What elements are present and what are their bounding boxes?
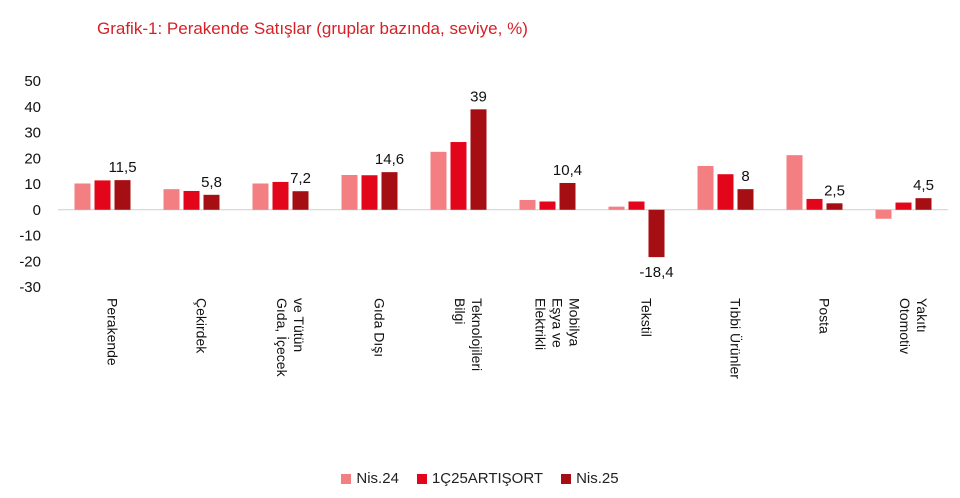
x-category-label: Elektrikli Eşya ve Mobilya <box>533 298 583 350</box>
x-category-label: Gıda Dışı <box>372 298 388 357</box>
bar <box>697 165 714 210</box>
bar <box>430 151 447 210</box>
bar <box>470 109 487 210</box>
legend-label: Nis.24 <box>356 470 399 487</box>
bar <box>203 194 220 210</box>
bar <box>559 182 576 210</box>
bar <box>875 209 892 219</box>
bar <box>806 198 823 210</box>
x-category-label-line: Gıda Dışı <box>372 298 388 357</box>
legend-swatch <box>341 473 352 484</box>
legend: Nis.24 1Ç25ARTIŞORT Nis.25 <box>0 470 960 487</box>
bar <box>786 155 803 210</box>
legend-label: 1Ç25ARTIŞORT <box>431 470 544 487</box>
data-label: 11,5 <box>108 159 136 176</box>
bar <box>539 201 556 210</box>
bar <box>74 183 91 210</box>
bar <box>94 180 111 210</box>
bar <box>450 142 467 210</box>
x-category-label-line: Eşya ve <box>550 298 566 348</box>
bar <box>628 201 645 210</box>
x-category-label: Çekirdek <box>194 298 210 354</box>
legend-label: Nis.25 <box>576 470 619 487</box>
bar <box>114 180 131 210</box>
data-label: 2,5 <box>824 182 845 199</box>
x-category-label-line: Otomotiv <box>897 298 913 354</box>
x-category-label-line: Elektrikli <box>533 298 549 350</box>
x-category-label-line: ve Tütün <box>291 298 307 352</box>
bar <box>895 202 912 210</box>
x-category-label-line: Teknolojileri <box>469 298 485 371</box>
y-tick-label: 10 <box>24 176 41 193</box>
bar <box>519 199 536 210</box>
bars <box>74 109 932 258</box>
y-tick-label: 50 <box>24 73 41 90</box>
bar <box>737 189 754 210</box>
chart-title: Grafik-1: Perakende Satışlar (gruplar ba… <box>97 19 528 38</box>
x-category-label-line: Bilgi <box>452 298 468 324</box>
x-category-label: Tıbbi Ürünler <box>728 298 745 379</box>
x-category-label-line: Mobilya <box>567 298 583 346</box>
x-category-label: Bilgi Teknolojileri <box>452 298 485 371</box>
bar <box>361 175 378 210</box>
x-category-label-line: Tıbbi Ürünler <box>728 298 745 379</box>
data-label: 10,4 <box>553 162 582 179</box>
legend-item: Nis.24 <box>341 470 399 487</box>
x-category-label: Tekstil <box>639 298 655 337</box>
bar <box>163 189 180 210</box>
bar <box>826 203 843 210</box>
bar <box>341 174 358 210</box>
x-category-label: Posta <box>817 298 833 334</box>
data-label: -18,4 <box>639 264 673 281</box>
bar <box>915 198 932 210</box>
bar <box>381 172 398 210</box>
x-axis-labels: Perakende Çekirdek Gıda, İçecek ve Tütün Gıd… <box>105 298 931 379</box>
legend-item: 1Ç25ARTIŞORT <box>416 470 544 487</box>
bar <box>648 209 665 258</box>
data-label: 4,5 <box>913 177 934 194</box>
data-label: 14,6 <box>375 151 404 168</box>
bar <box>292 191 309 210</box>
bar-chart: 50 40 30 20 10 0 -10 -20 -30 11,5 5,8 7,2 14,6 39 10,… <box>19 73 948 379</box>
x-category-label-line: Çekirdek <box>194 298 210 354</box>
data-label: 5,8 <box>201 174 222 191</box>
x-category-label: Otomotiv Yakıtı <box>897 298 930 354</box>
data-label: 8 <box>741 168 749 185</box>
x-category-label: Gıda, İçecek ve Tütün <box>274 298 307 378</box>
y-tick-label: 30 <box>24 125 41 142</box>
bar <box>252 183 269 210</box>
y-tick-label: -20 <box>19 253 41 270</box>
legend-item: Nis.25 <box>561 470 619 487</box>
x-category-label-line: Perakende <box>105 298 121 366</box>
x-category-label-line: Posta <box>817 298 833 334</box>
data-label: 39 <box>470 88 487 105</box>
bar <box>717 174 734 210</box>
x-category-label-line: Gıda, İçecek <box>274 298 291 378</box>
y-tick-label: 40 <box>24 99 41 116</box>
bar <box>608 206 625 210</box>
bar <box>272 181 289 210</box>
x-category-label-line: Yakıtı <box>914 298 930 333</box>
x-category-label: Perakende <box>105 298 121 366</box>
y-tick-label: 0 <box>33 202 41 219</box>
y-tick-label: -10 <box>19 228 41 245</box>
y-tick-label: -30 <box>19 279 41 296</box>
y-tick-label: 20 <box>24 150 41 167</box>
legend-swatch <box>416 473 427 484</box>
bar <box>183 190 200 210</box>
legend-swatch <box>561 473 572 484</box>
data-labels: 11,5 5,8 7,2 14,6 39 10,4 -18,4 8 2,5 4,5 <box>108 88 933 281</box>
x-category-label-line: Tekstil <box>639 298 655 337</box>
data-label: 7,2 <box>290 170 311 187</box>
